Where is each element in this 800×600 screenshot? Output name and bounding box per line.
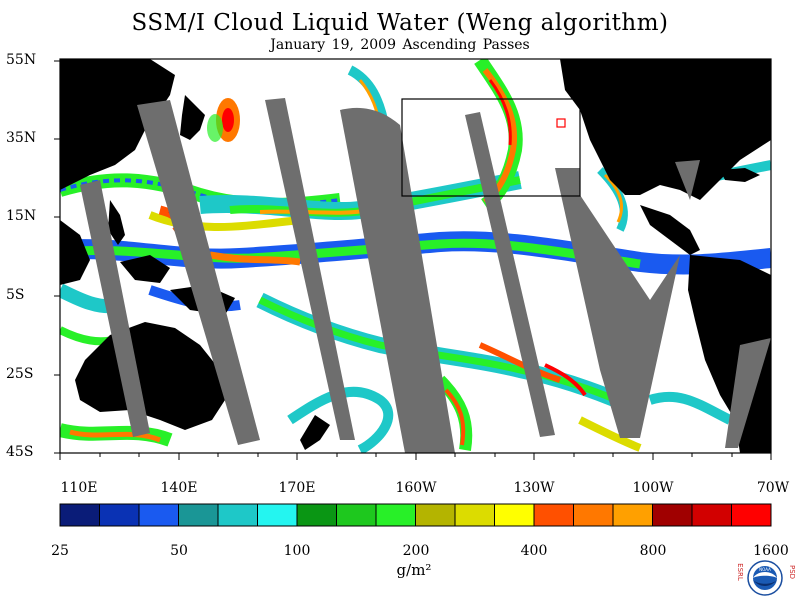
lon-ticks	[59, 453, 772, 460]
colorbar-swatch	[455, 504, 495, 526]
colorbar-tick-label: 25	[51, 543, 69, 559]
colorbar-swatch	[692, 504, 732, 526]
colorbar-swatch	[60, 504, 100, 526]
colorbar-swatch	[376, 504, 416, 526]
colorbar-tick-label: 1600	[753, 543, 789, 559]
lon-label-110e: 110E	[60, 480, 98, 496]
map-subtitle: January 19, 2009 Ascending Passes	[270, 37, 530, 53]
noaa-esrl-psd-logo: NOAA ESRL PSD	[736, 560, 796, 596]
colorbar-swatch	[415, 504, 456, 526]
colorbar-tick-label: 800	[639, 543, 667, 559]
lat-label-25s: 25S	[6, 366, 34, 382]
colorbar-swatch	[297, 504, 337, 526]
colorbar-tick-label: 50	[170, 543, 188, 559]
borneo-land	[120, 255, 170, 283]
colorbar-tick-label: 100	[283, 543, 311, 559]
logo-center-text: NOAA	[759, 567, 771, 572]
colorbar-border	[59, 503, 772, 527]
colorbar-units: g/m²	[396, 561, 432, 579]
cuba-land	[720, 168, 760, 182]
north-america-land	[560, 59, 771, 200]
colorbar-swatch	[534, 504, 574, 526]
swath-gaps	[80, 98, 771, 453]
australia-land	[75, 322, 225, 430]
colorbar-swatch	[99, 504, 140, 526]
colorbar-swatch	[336, 504, 377, 526]
lon-label-170e: 170E	[278, 480, 316, 496]
colorbar-swatch	[178, 504, 219, 526]
lat-ticks	[54, 60, 60, 454]
logo-left-text: ESRL	[736, 563, 744, 581]
lat-label-55n: 55N	[6, 52, 37, 68]
asia-land	[60, 59, 175, 190]
central-america-land	[640, 205, 700, 255]
japan-land	[180, 95, 205, 140]
lon-label-160w: 160W	[395, 480, 437, 496]
colorbar-swatch	[731, 504, 772, 526]
station-marker	[556, 118, 566, 128]
colorbar-tick-label: 400	[520, 543, 548, 559]
new-zealand-land	[300, 415, 330, 450]
lat-label-15n: 15N	[6, 208, 37, 224]
lat-label-45s: 45S	[6, 444, 34, 460]
lon-label-140e: 140E	[160, 480, 198, 496]
colorbar-tick-label: 200	[402, 543, 430, 559]
lat-label-5s: 5S	[6, 287, 25, 303]
colorbar-swatch	[139, 504, 179, 526]
colorbar-swatch	[573, 504, 614, 526]
lon-label-70w: 70W	[756, 480, 790, 496]
region-box	[401, 98, 581, 197]
colorbar-swatch	[613, 504, 653, 526]
colorbar	[59, 503, 772, 527]
philippines-land	[108, 200, 125, 245]
sumatra-land	[60, 220, 90, 285]
map-title: SSM/I Cloud Liquid Water (Weng algorithm…	[131, 10, 669, 36]
lat-label-35n: 35N	[6, 130, 37, 146]
lon-label-130w: 130W	[513, 480, 555, 496]
logo-right-text: PSD	[788, 565, 796, 579]
lon-label-100w: 100W	[632, 480, 674, 496]
colorbar-swatch	[218, 504, 258, 526]
colorbar-swatch	[257, 504, 298, 526]
colorbar-swatch	[494, 504, 535, 526]
colorbar-swatch	[652, 504, 693, 526]
